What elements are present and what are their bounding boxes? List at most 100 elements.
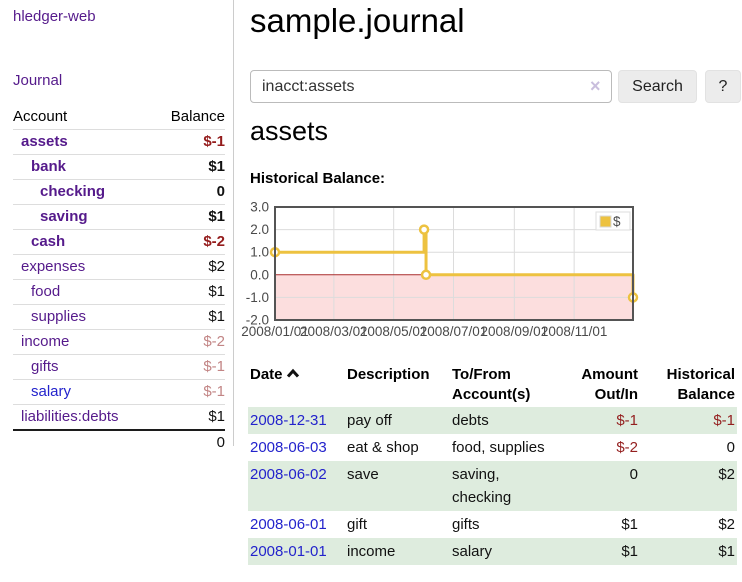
txn-header-date[interactable]: Date <box>248 363 345 407</box>
account-row: food $1 <box>13 279 225 305</box>
account-row: expenses $2 <box>13 254 225 280</box>
txn-balance: $2 <box>718 516 735 533</box>
accounts-header-balance: Balance <box>170 108 225 125</box>
svg-text:-2.0: -2.0 <box>246 313 269 328</box>
chart-title-label: Historical Balance: <box>250 170 386 187</box>
account-heading: assets <box>250 116 329 146</box>
sidebar: hledger-web Journal Account Balance asse… <box>0 0 234 451</box>
account-link[interactable]: food <box>31 283 61 300</box>
account-link[interactable]: cash <box>31 233 66 250</box>
chart-legend: $ <box>595 211 631 231</box>
txn-balance: $2 <box>718 466 735 483</box>
accounts-total-row: 0 <box>13 430 225 455</box>
txn-balance: $-1 <box>713 412 735 429</box>
txn-accounts: saving, checking <box>452 466 512 506</box>
txn-description: pay off <box>347 412 392 429</box>
search-input[interactable] <box>250 70 612 103</box>
account-balance: $-1 <box>203 133 225 150</box>
transactions-table: Date Description To/From Account(s) Amou… <box>248 363 737 565</box>
txn-amount: $1 <box>621 516 638 533</box>
accounts-table: Account Balance assets $-1 bank $1 check… <box>13 104 225 455</box>
txn-date-link[interactable]: 2008-06-02 <box>250 466 327 483</box>
account-row: salary $-1 <box>13 379 225 405</box>
account-link[interactable]: income <box>21 333 70 350</box>
account-link[interactable]: bank <box>31 158 67 175</box>
svg-text:2008/03/01: 2008/03/01 <box>300 324 368 339</box>
txn-description: income <box>347 543 396 560</box>
account-balance: 0 <box>216 183 225 200</box>
page-title: sample.journal <box>250 2 465 39</box>
sidebar-item-journal[interactable]: Journal <box>13 72 63 89</box>
svg-text:$: $ <box>613 214 621 229</box>
txn-amount: 0 <box>629 466 638 483</box>
txn-balance: 0 <box>726 439 735 456</box>
account-balance: $1 <box>208 308 225 325</box>
clear-search-icon[interactable]: × <box>590 76 601 96</box>
txn-balance: $1 <box>718 543 735 560</box>
account-balance: $-2 <box>203 333 225 350</box>
txn-date-link[interactable]: 2008-01-01 <box>250 543 327 560</box>
txn-date-link[interactable]: 2008-06-01 <box>250 516 327 533</box>
account-balance: $-1 <box>203 383 225 400</box>
svg-text:2008/05/01: 2008/05/01 <box>360 324 428 339</box>
account-row: gifts $-1 <box>13 354 225 380</box>
txn-description: save <box>347 466 379 483</box>
historical-balance-chart: $3.0 2.0 1.0 0.0 -1.0 -2.02008/01/012008/03/0… <box>241 200 639 339</box>
txn-amount: $-1 <box>616 412 638 429</box>
account-row: income $-2 <box>13 329 225 355</box>
account-link[interactable]: salary <box>31 383 72 400</box>
txn-accounts: gifts <box>452 516 480 533</box>
txn-header-balance: Historical Balance <box>666 366 735 403</box>
accounts-header-account: Account <box>13 108 68 125</box>
account-link[interactable]: supplies <box>31 308 87 325</box>
svg-text:2008/07/01: 2008/07/01 <box>420 324 488 339</box>
account-row: saving $1 <box>13 204 225 230</box>
txn-accounts: food, supplies <box>452 439 545 456</box>
sort-ascending-icon <box>286 368 299 378</box>
account-row: liabilities:debts $1 <box>13 404 225 431</box>
transaction-row[interactable]: 2008-06-01 gift gifts $1 $2 <box>248 511 737 538</box>
accounts-total-value: 0 <box>216 434 225 451</box>
account-row: supplies $1 <box>13 304 225 330</box>
account-balance: $-1 <box>203 358 225 375</box>
transaction-row[interactable]: 2008-06-02 save saving, checking 0 $2 <box>248 461 737 511</box>
account-balance: $1 <box>208 158 225 175</box>
svg-text:3.0: 3.0 <box>250 200 269 215</box>
search-button[interactable]: Search <box>618 70 697 103</box>
brand-link[interactable]: hledger-web <box>13 8 96 25</box>
account-link[interactable]: gifts <box>31 358 59 375</box>
svg-text:2008/01/01: 2008/01/01 <box>241 324 309 339</box>
account-balance: $-2 <box>203 233 225 250</box>
account-row: checking 0 <box>13 179 225 205</box>
transaction-row[interactable]: 2008-12-31 pay off debts $-1 $-1 <box>248 407 737 434</box>
svg-text:2.0: 2.0 <box>250 222 269 237</box>
txn-header-amount: Amount Out/In <box>581 366 638 403</box>
svg-text:2008/11/01: 2008/11/01 <box>541 324 608 339</box>
account-link[interactable]: liabilities:debts <box>21 408 119 425</box>
txn-header-description: Description <box>347 366 430 383</box>
account-balance: $2 <box>208 258 225 275</box>
svg-text:0.0: 0.0 <box>250 267 269 282</box>
account-link[interactable]: saving <box>40 208 88 225</box>
txn-date-link[interactable]: 2008-12-31 <box>250 412 327 429</box>
account-balance: $1 <box>208 208 225 225</box>
txn-accounts: salary <box>452 543 493 560</box>
transaction-row[interactable]: 2008-06-03 eat & shop food, supplies $-2… <box>248 434 737 461</box>
txn-accounts: debts <box>452 412 489 429</box>
transaction-row[interactable]: 2008-01-01 income salary $1 $1 <box>248 538 737 565</box>
account-row: bank $1 <box>13 154 225 180</box>
account-balance: $1 <box>208 408 225 425</box>
help-button[interactable]: ? <box>705 70 741 103</box>
svg-text:-1.0: -1.0 <box>246 290 269 305</box>
svg-text:2008/09/01: 2008/09/01 <box>481 324 549 339</box>
txn-amount: $-2 <box>616 439 638 456</box>
txn-description: eat & shop <box>347 439 419 456</box>
account-link[interactable]: assets <box>21 133 68 150</box>
svg-text:1.0: 1.0 <box>250 245 269 260</box>
txn-amount: $1 <box>621 543 638 560</box>
account-link[interactable]: expenses <box>21 258 86 275</box>
txn-date-link[interactable]: 2008-06-03 <box>250 439 327 456</box>
account-link[interactable]: checking <box>40 183 106 200</box>
account-row: cash $-2 <box>13 229 225 255</box>
txn-header-accounts: To/From Account(s) <box>452 366 531 403</box>
